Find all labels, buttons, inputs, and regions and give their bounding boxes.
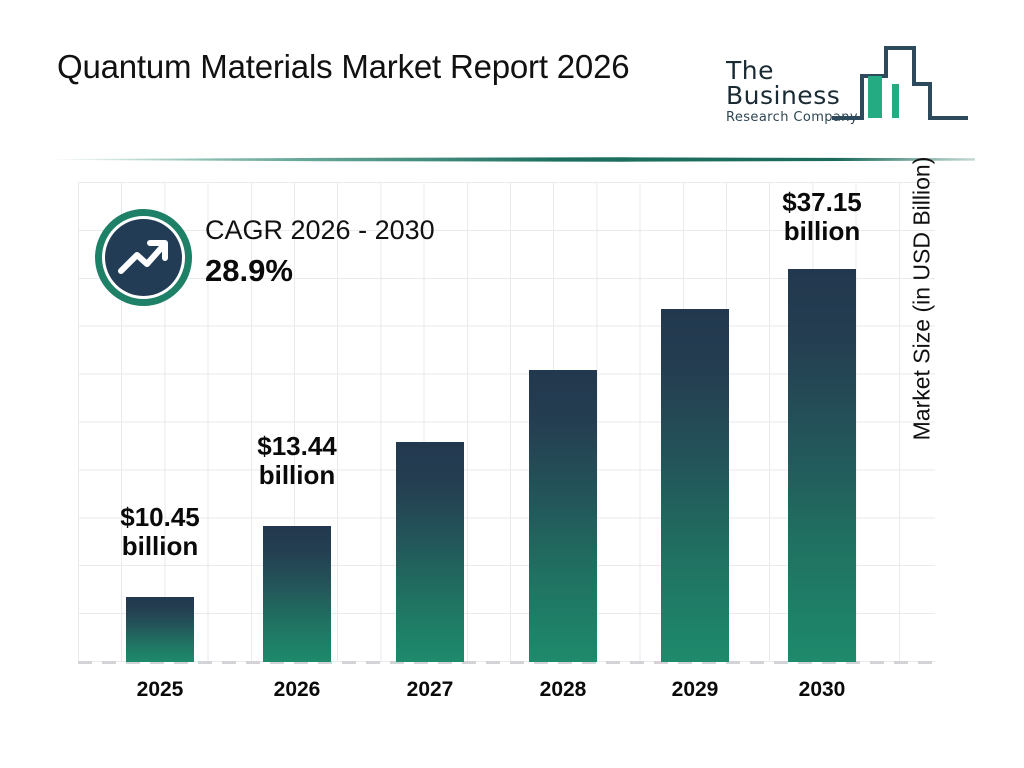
bar-2029[interactable]	[661, 309, 729, 662]
bar-value-label-2030: $37.15 billion	[782, 187, 862, 247]
cagr-text-block: CAGR 2026 - 2030 28.9%	[205, 214, 435, 291]
bar-2028[interactable]	[529, 370, 597, 662]
cagr-period-label: CAGR 2026 - 2030	[205, 215, 435, 245]
logo-line-2: Research Company	[726, 110, 859, 125]
bar-value-label-2026: $13.44 billion	[257, 431, 337, 491]
bar-value-label-2025: $10.45 billion	[120, 502, 200, 562]
bar-2025[interactable]	[126, 597, 194, 662]
x-tick-2025: 2025	[136, 678, 184, 701]
logo-line-1: The Business	[726, 56, 841, 110]
x-tick-2029: 2029	[671, 678, 719, 701]
logo-text: The Business Research Company	[726, 58, 876, 128]
x-tick-2027: 2027	[406, 678, 454, 701]
page-title: Quantum Materials Market Report 2026	[57, 48, 630, 85]
cagr-badge	[95, 209, 192, 306]
bar-2027[interactable]	[396, 442, 464, 662]
bar-2026[interactable]	[263, 526, 331, 662]
cagr-value-label: 28.9%	[205, 252, 293, 288]
bar-chart-logo-mark-icon	[830, 38, 970, 126]
x-tick-2026: 2026	[273, 678, 321, 701]
x-tick-2030: 2030	[798, 678, 846, 701]
trending-up-icon	[105, 219, 182, 296]
x-tick-2028: 2028	[539, 678, 587, 701]
page-header: Quantum Materials Market Report 2026 The…	[0, 0, 1024, 162]
bar-2030[interactable]	[788, 269, 856, 662]
axis-baseline	[78, 661, 935, 664]
y-axis-label: Market Size (in USD Billion)	[908, 156, 935, 441]
header-divider	[50, 157, 975, 162]
company-logo: The Business Research Company	[726, 36, 976, 126]
